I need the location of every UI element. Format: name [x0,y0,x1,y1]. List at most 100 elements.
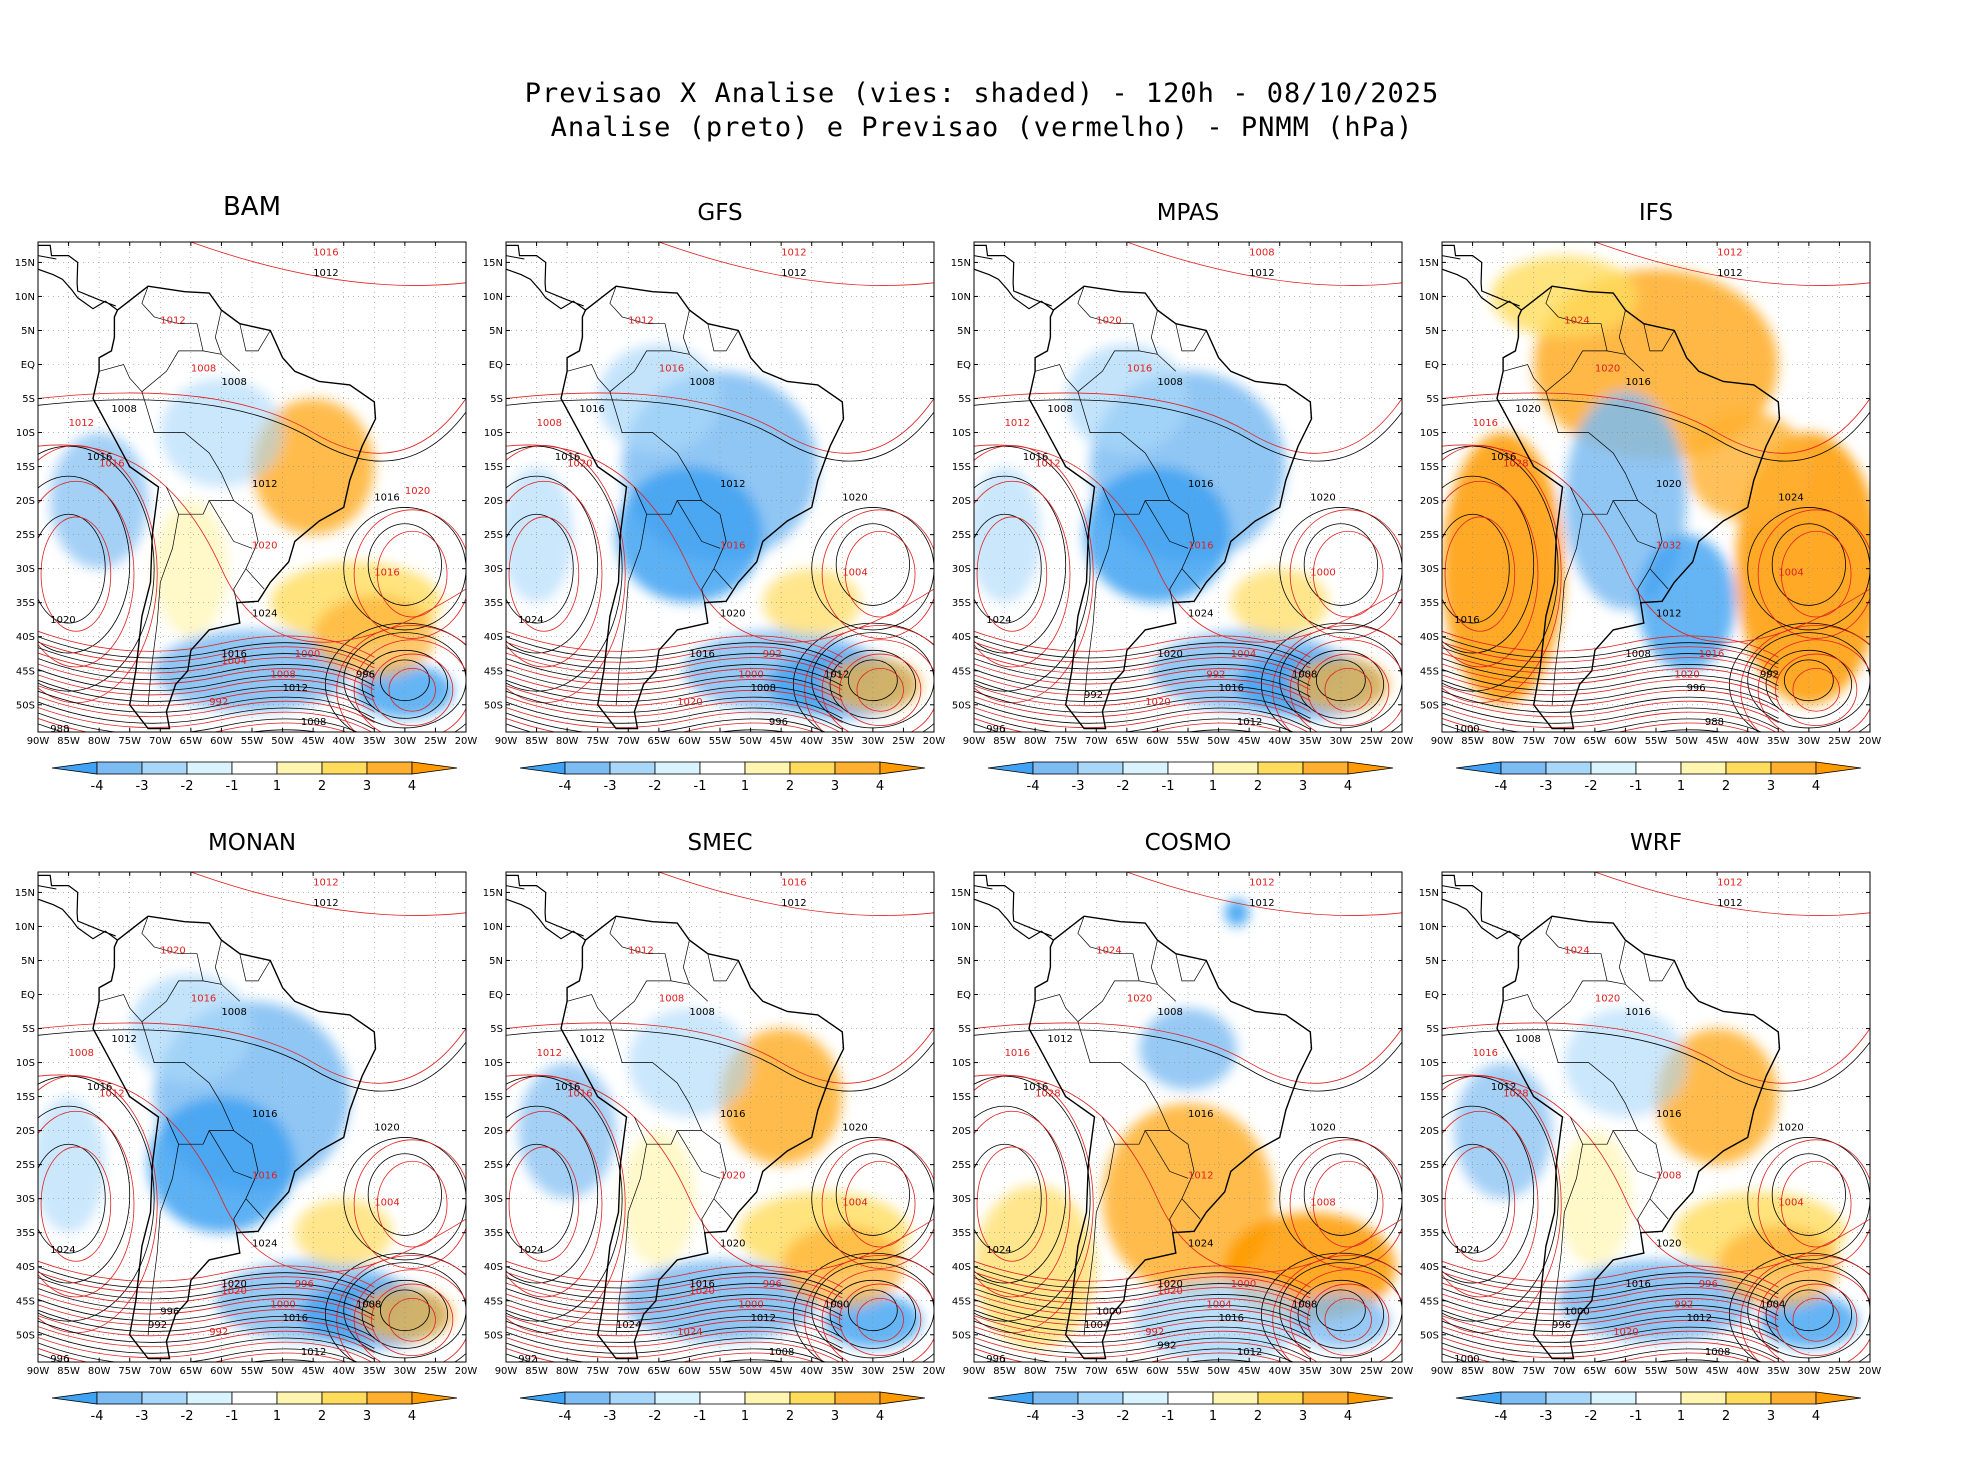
lon-tick-label: 55W [1177,1366,1200,1377]
forecast-isobar-label: 1020 [720,1170,745,1181]
forecast-isobar-label: 1016 [1127,363,1152,374]
figure-title: Previsao X Analise (vies: shaded) - 120h… [524,78,1440,109]
analysis-isobar-label: 988 [1705,717,1724,728]
colorbar-swatch [1500,1391,1547,1405]
lat-tick-label: 5N [957,326,971,337]
colorbar-swatch [699,1391,746,1405]
forecast-isobar-label: 1000 [738,1300,763,1311]
forecast-isobar-label: 1020 [1613,1327,1638,1338]
lon-tick-label: 65W [1116,1366,1139,1377]
analysis-isobar-label: 1012 [283,683,308,694]
lon-tick-label: 60W [678,1366,701,1377]
colorbar-swatch [1302,1391,1349,1405]
lon-tick-label: 70W [617,1366,640,1377]
panel-title: SMEC [687,830,753,856]
analysis-isobar-label: 996 [1552,1320,1571,1331]
lon-tick-label: 60W [210,1366,233,1377]
lat-tick-label: 15N [951,258,971,269]
lon-tick-label: 50W [1675,736,1698,747]
map-cosmo: 1012 1008 1012 1016 1016 1020 1024 1024 1020 1016… [951,871,1413,1424]
analysis-isobar-label: 1012 [1249,898,1274,909]
lat-tick-label: 20S [1420,1126,1439,1137]
lat-tick-label: 25S [952,530,971,541]
colorbar-label: -4 [559,779,572,794]
lat-tick-label: 25S [1420,1160,1439,1171]
forecast-isobar-label: 1008 [69,1048,94,1059]
lon-tick-label: 20W [1391,736,1414,747]
figure-subtitle: Analise (preto) e Previsao (vermelho) - … [550,112,1414,143]
bias-shading-region [355,1287,454,1342]
lon-tick-label: 35W [363,1366,386,1377]
forecast-isobar-label: 1028 [1035,1089,1060,1100]
bias-shading-region [597,344,720,453]
analysis-isobar-label: 1012 [313,268,338,279]
lon-tick-label: 50W [739,736,762,747]
lon-tick-label: 40W [1268,736,1291,747]
lat-tick-label: 35S [952,1228,971,1239]
analysis-isobar-label: 1012 [1717,898,1742,909]
colorbar-label: 4 [876,779,884,794]
lon-tick-label: 45W [1706,736,1729,747]
lon-tick-label: 85W [993,736,1016,747]
lat-tick-label: 50S [952,1330,971,1341]
panel-title: MPAS [1156,200,1220,226]
colorbar-label: -2 [1117,779,1130,794]
forecast-isobar-label: 1016 [1473,418,1498,429]
lat-tick-label: 40S [484,632,503,643]
lat-tick-label: 50S [484,700,503,711]
forecast-isobar-label: 1020 [405,486,430,497]
colorbar-label: -4 [559,1409,572,1424]
colorbar-label: 1 [273,779,281,794]
lat-tick-label: 15S [1420,1092,1439,1103]
lat-tick-label: 5S [958,394,971,405]
colorbar-label: 2 [318,779,326,794]
forecast-isobar-label: 1016 [313,248,338,259]
panel-wrf: WRF 1012 1016 1008 1012 1016 1020 1024 1020 1016… [1404,830,1882,1470]
lon-tick-label: 85W [57,736,80,747]
lat-tick-label: 5S [22,1024,35,1035]
lon-tick-label: 60W [1614,1366,1637,1377]
lon-tick-label: 25W [424,736,447,747]
lon-tick-label: 35W [831,736,854,747]
lat-tick-label: 40S [952,632,971,643]
colorbar-swatch [1212,761,1259,775]
analysis-isobar-label: 1004 [1084,1320,1109,1331]
lon-tick-label: 45W [1238,1366,1261,1377]
lat-tick-label: 20S [1420,496,1439,507]
forecast-isobar-label: 1004 [374,1197,399,1208]
analysis-isobar-label: 1004 [1760,1300,1785,1311]
lon-tick-label: 35W [363,736,386,747]
lat-tick-label: 25S [484,530,503,541]
lon-tick-label: 90W [963,1366,986,1377]
lat-tick-label: 25S [16,1160,35,1171]
colorbar-label: 3 [1767,779,1775,794]
lon-tick-label: 85W [1461,1366,1484,1377]
analysis-isobar-label: 996 [986,724,1005,735]
forecast-isobar-label: 1000 [270,1300,295,1311]
analysis-isobar-label: 1008 [1047,404,1072,415]
colorbar-swatch [1770,1391,1817,1405]
colorbar-label: -2 [1585,1409,1598,1424]
analysis-isobar-label: 1008 [1292,1300,1317,1311]
forecast-isobar-label: 1028 [1503,1089,1528,1100]
colorbar-swatch [1122,761,1169,775]
lon-tick-label: 90W [27,1366,50,1377]
lat-tick-label: 10N [483,292,503,303]
lat-tick-label: 45S [484,666,503,677]
analysis-isobar-label: 1020 [1656,479,1681,490]
analysis-isobar-label: 1024 [252,608,277,619]
forecast-isobar-label: 1016 [781,878,806,889]
lon-tick-label: 30W [862,1366,885,1377]
colorbar-swatch [1770,761,1817,775]
colorbar-swatch [564,761,611,775]
colorbar-label: 1 [273,1409,281,1424]
colorbar-label: -1 [1162,779,1175,794]
colorbar-swatch [366,1391,413,1405]
panel-mpas: MPAS 1012 1008 1008 1016 1016 1020 1024 1024 102… [936,200,1414,840]
colorbar-label: -1 [694,779,707,794]
forecast-isobar-label: 1020 [677,697,702,708]
lon-tick-label: 55W [1645,736,1668,747]
lon-tick-label: 50W [271,736,294,747]
analysis-isobar-label: 1016 [1188,1109,1213,1120]
colorbar-label: 3 [1299,779,1307,794]
